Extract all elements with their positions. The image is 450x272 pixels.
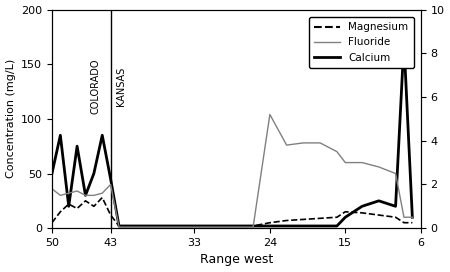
- X-axis label: Range west: Range west: [200, 254, 273, 267]
- Text: COLORADO: COLORADO: [90, 58, 100, 114]
- Text: KANSAS: KANSAS: [116, 66, 126, 106]
- Y-axis label: Concentration (mg/L): Concentration (mg/L): [5, 59, 16, 178]
- Legend: Magnesium, Fluoride, Calcium: Magnesium, Fluoride, Calcium: [309, 17, 414, 68]
